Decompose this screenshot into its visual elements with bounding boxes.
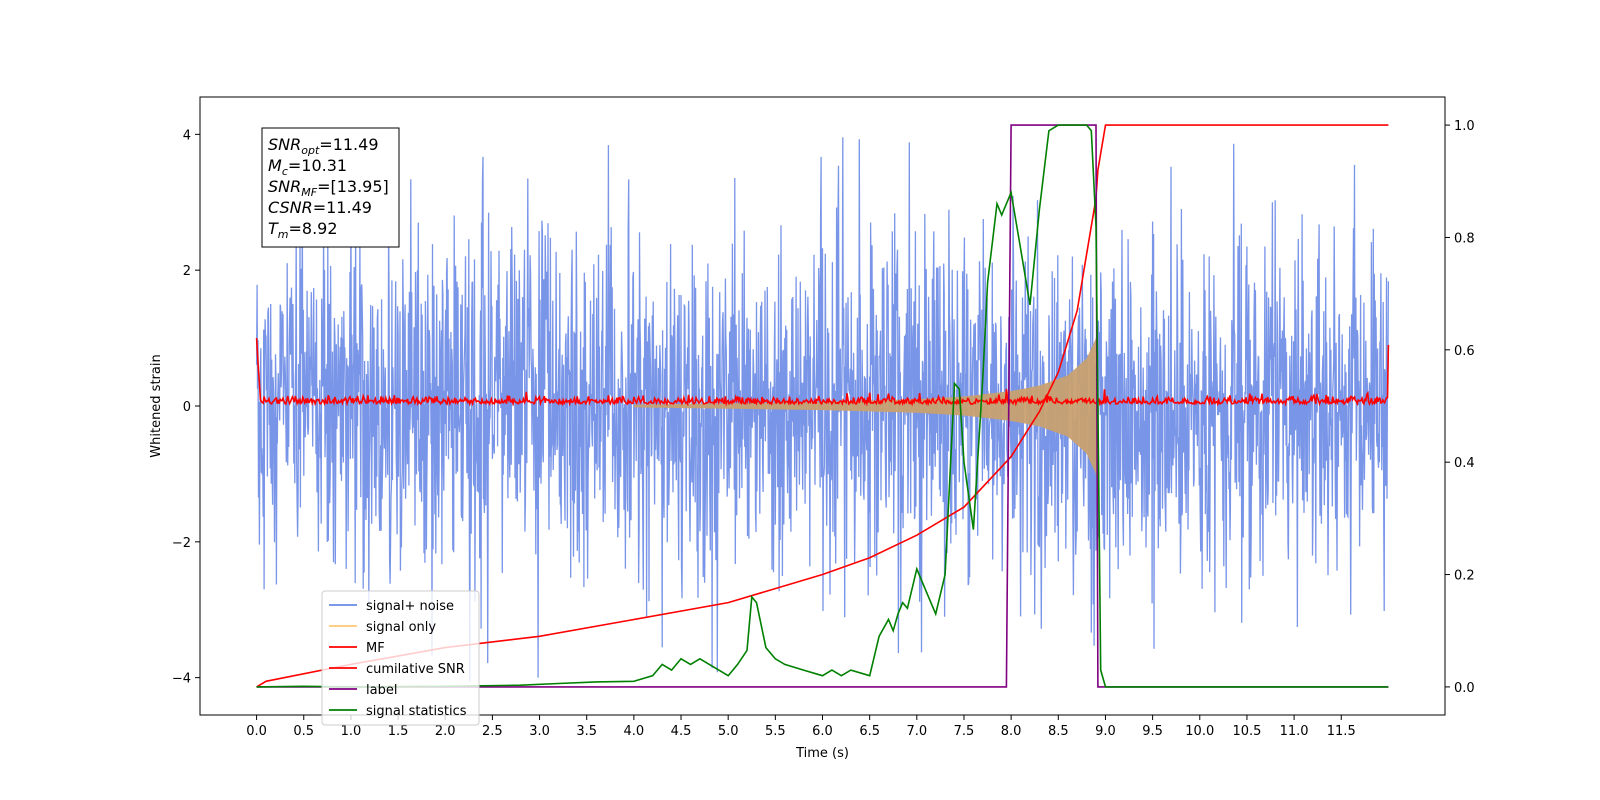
legend: signal+ noise signal only MF cumilative SNR… — [321, 590, 480, 726]
annotation-subscript: c — [282, 165, 288, 178]
annotation-symbol: CSNR — [268, 198, 313, 217]
annotation-line: SNRMF=[13.95] — [268, 177, 389, 199]
y-tick-label: −4 — [172, 672, 191, 687]
legend-entry-label: MF — [366, 641, 385, 656]
stats-annotation-box: SNRopt=11.49Mc=10.31SNRMF=[13.95]CSNR=11… — [261, 127, 400, 248]
y-tick-label: −2 — [172, 536, 191, 551]
annotation-value: =[13.95] — [317, 177, 389, 196]
legend-entry-label: signal+ noise — [366, 599, 454, 614]
y2-tick-label: 0.2 — [1454, 569, 1475, 584]
x-tick-label: 1.0 — [341, 724, 362, 739]
annotation-frame — [261, 127, 400, 248]
annotation-value: =11.49 — [319, 135, 378, 154]
y2-tick-label: 0.6 — [1454, 344, 1475, 359]
x-tick-label: 7.5 — [954, 724, 975, 739]
annotation-symbol: T — [268, 219, 279, 238]
annotation-symbol: M — [268, 156, 282, 175]
y-axis-label: Whitened strain — [149, 354, 164, 457]
annotation-subscript: m — [278, 228, 289, 241]
y-tick-label: 0 — [183, 400, 191, 415]
y2-tick-label: 0.8 — [1454, 231, 1475, 246]
series-signal-noise — [255, 137, 1390, 682]
x-tick-label: 9.0 — [1095, 724, 1116, 739]
annotation-subscript: opt — [301, 144, 320, 157]
x-tick-label: 4.5 — [671, 724, 692, 739]
x-tick-label: 10.5 — [1232, 724, 1261, 739]
x-tick-label: 9.5 — [1142, 724, 1163, 739]
x-tick-label: 5.0 — [718, 724, 739, 739]
series-signal-only — [633, 324, 1098, 488]
legend-frame — [321, 590, 480, 726]
x-tick-label: 10.0 — [1185, 724, 1214, 739]
y2-tick-label: 0.4 — [1454, 456, 1475, 471]
x-tick-label: 2.0 — [435, 724, 456, 739]
annotation-line: CSNR=11.49 — [268, 198, 372, 217]
annotation-value: =8.92 — [289, 219, 338, 238]
y2-tick-label: 0.0 — [1454, 681, 1475, 696]
x-tick-label: 4.0 — [624, 724, 645, 739]
x-tick-label: 6.0 — [812, 724, 833, 739]
x-tick-label: 6.5 — [859, 724, 880, 739]
annotation-symbol: SNR — [268, 135, 301, 154]
axes: 0.0 0.5 1.0 1.5 2.0 2.5 3.0 3.5 4.0 4.5 5.0 5.5 6.0 6… — [172, 96, 1475, 739]
x-tick-label: 1.5 — [388, 724, 409, 739]
annotation-line: Mc=10.31 — [268, 156, 347, 178]
x-tick-label: 2.5 — [482, 724, 503, 739]
x-tick-label: 3.5 — [576, 724, 597, 739]
y-tick-label: 4 — [183, 128, 191, 143]
legend-entry-label: signal only — [366, 620, 436, 635]
annotation-value: =10.31 — [288, 156, 347, 175]
x-tick-label: 3.0 — [529, 724, 550, 739]
x-axis-label: Time (s) — [795, 746, 849, 761]
x-tick-label: 0.0 — [246, 724, 267, 739]
annotation-line: Tm=8.92 — [268, 219, 338, 241]
y2-tick-label: 1.0 — [1454, 119, 1475, 134]
legend-entry-label: label — [366, 683, 397, 698]
annotation-value: =11.49 — [313, 198, 372, 217]
annotation-symbol: SNR — [268, 177, 301, 196]
annotation-line: SNRopt=11.49 — [268, 135, 379, 157]
x-tick-label: 11.0 — [1280, 724, 1309, 739]
x-tick-label: 7.0 — [906, 724, 927, 739]
legend-entry-label: cumilative SNR — [366, 662, 465, 677]
y-tick-label: 2 — [183, 264, 191, 279]
series-signal-statistics — [256, 124, 1389, 688]
x-tick-label: 5.5 — [765, 724, 786, 739]
x-tick-label: 8.0 — [1001, 724, 1022, 739]
annotation-subscript: MF — [301, 186, 317, 199]
x-tick-label: 11.5 — [1327, 724, 1356, 739]
x-tick-label: 0.5 — [293, 724, 314, 739]
series-mf — [255, 338, 1390, 407]
x-tick-label: 8.5 — [1048, 724, 1069, 739]
legend-entry-label: signal statistics — [366, 704, 467, 719]
